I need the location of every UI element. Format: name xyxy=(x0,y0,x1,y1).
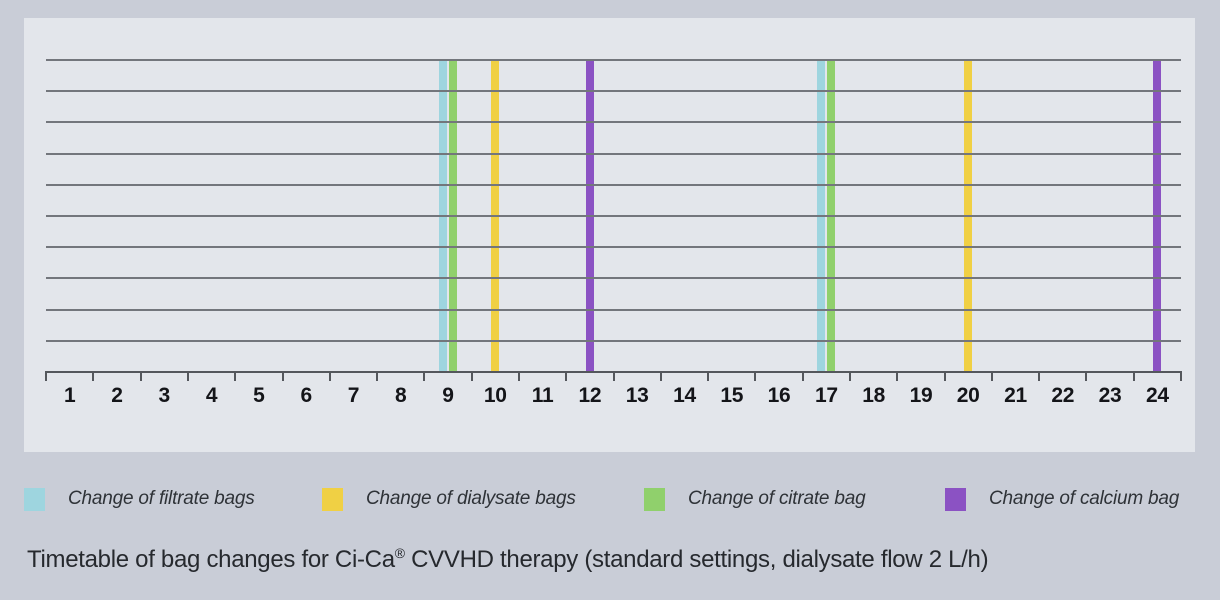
gridline xyxy=(46,59,1181,61)
legend-item-citrate: Change of citrate bag xyxy=(644,486,866,512)
gridline xyxy=(46,339,1181,342)
legend-label: Change of filtrate bags xyxy=(68,488,255,509)
x-axis-tick xyxy=(376,371,378,381)
x-axis-tick xyxy=(328,371,331,381)
gridline xyxy=(46,277,1181,280)
x-tick-label-15: 15 xyxy=(720,384,744,407)
x-axis-tick xyxy=(1132,371,1135,381)
x-tick-label-13: 13 xyxy=(625,384,649,407)
legend-label: Change of citrate bag xyxy=(688,488,866,509)
x-axis-tick xyxy=(612,371,615,381)
x-axis-tick xyxy=(707,371,710,381)
x-tick-label-23: 23 xyxy=(1098,384,1122,407)
legend: Change of filtrate bags Change of dialysa… xyxy=(0,486,1220,514)
x-axis-tick xyxy=(234,371,237,381)
x-axis-tick xyxy=(801,371,804,381)
gridline xyxy=(46,308,1181,311)
x-tick-label-9: 9 xyxy=(442,384,454,407)
registered-trademark-symbol: ® xyxy=(394,545,405,561)
x-axis-tick xyxy=(1038,371,1041,381)
gridline xyxy=(46,90,1181,93)
x-tick-label-21: 21 xyxy=(1004,384,1027,407)
x-tick-label-4: 4 xyxy=(205,384,218,407)
x-axis-tick xyxy=(139,371,142,381)
legend-swatch-filtrate xyxy=(24,487,45,511)
caption-text: Timetable of bag changes for Ci-Ca xyxy=(27,546,395,573)
x-axis-tick xyxy=(92,371,95,381)
gridline xyxy=(46,152,1181,155)
legend-swatch-calcium xyxy=(945,487,966,511)
x-axis-tick xyxy=(659,371,662,381)
gridline xyxy=(46,215,1181,217)
gridline xyxy=(46,121,1181,124)
figure-caption: Timetable of bag changes for Ci-Ca® CVVH… xyxy=(27,545,989,574)
x-tick-label-18: 18 xyxy=(862,384,886,407)
legend-swatch-dialysate xyxy=(322,487,343,511)
x-tick-label-8: 8 xyxy=(394,384,407,407)
x-tick-label-10: 10 xyxy=(483,384,507,407)
x-axis-tick xyxy=(1180,371,1182,381)
legend-swatch-citrate xyxy=(644,487,665,511)
x-tick-label-11: 11 xyxy=(531,384,554,407)
x-axis-tick xyxy=(517,371,520,381)
x-axis-tick xyxy=(281,371,284,381)
legend-label: Change of calcium bag xyxy=(989,488,1180,509)
x-tick-label-20: 20 xyxy=(956,384,980,407)
legend-item-dialysate: Change of dialysate bags xyxy=(322,486,576,512)
gridline xyxy=(46,246,1181,249)
x-axis-tick xyxy=(754,371,757,381)
x-tick-label-6: 6 xyxy=(300,384,312,407)
x-tick-label-5: 5 xyxy=(253,384,265,407)
x-axis-tick xyxy=(565,371,568,381)
x-tick-label-12: 12 xyxy=(578,384,602,407)
x-tick-label-19: 19 xyxy=(909,384,933,407)
caption-text: CVVHD therapy (standard settings, dialys… xyxy=(404,546,989,573)
x-axis-tick xyxy=(896,371,899,381)
x-tick-label-22: 22 xyxy=(1051,384,1075,407)
x-tick-label-16: 16 xyxy=(767,384,791,407)
legend-item-calcium: Change of calcium bag xyxy=(945,486,1179,512)
x-tick-label-17: 17 xyxy=(814,384,838,407)
x-axis-tick xyxy=(943,371,946,381)
x-axis-tick xyxy=(423,371,426,381)
x-tick-label-1: 1 xyxy=(63,384,76,407)
x-tick-label-2: 2 xyxy=(111,384,123,407)
gridline xyxy=(46,183,1181,186)
x-tick-label-24: 24 xyxy=(1145,384,1169,407)
x-tick-label-14: 14 xyxy=(673,384,696,407)
x-axis-tick xyxy=(470,371,473,381)
x-axis-tick xyxy=(849,371,851,381)
x-tick-label-7: 7 xyxy=(347,384,360,407)
x-axis-tick xyxy=(45,371,47,381)
x-axis-tick xyxy=(990,371,993,381)
legend-label: Change of dialysate bags xyxy=(366,488,576,509)
x-tick-label-3: 3 xyxy=(158,384,171,407)
x-axis-tick xyxy=(1085,371,1088,381)
x-axis-tick xyxy=(186,371,189,381)
legend-item-filtrate: Change of filtrate bags xyxy=(24,486,255,512)
